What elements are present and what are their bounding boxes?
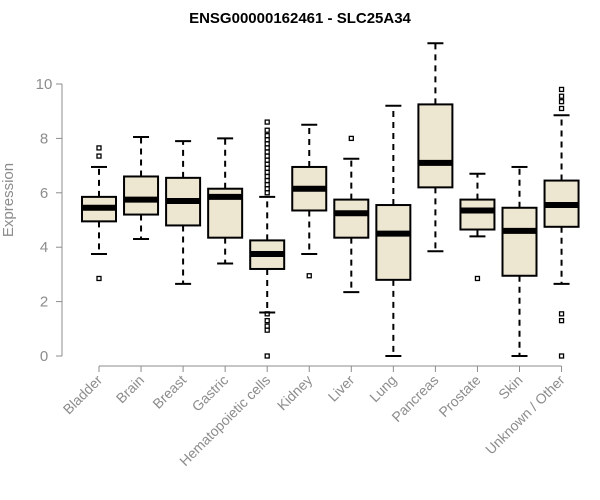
outlier-point <box>264 133 270 139</box>
outlier-point <box>96 153 102 159</box>
x-tick-label: Pancreas <box>388 372 441 425</box>
box-prostate <box>459 172 496 282</box>
box-rect <box>333 198 370 239</box>
y-tick-label: 4 <box>40 239 48 256</box>
x-tick-label: Brain <box>113 372 147 406</box>
outlier-point <box>264 169 270 176</box>
outlier-point <box>264 149 270 155</box>
outlier-point <box>264 145 270 151</box>
box-bladder <box>81 145 117 282</box>
outlier-point <box>264 186 270 192</box>
box-skin <box>501 165 538 357</box>
outlier-point <box>264 181 270 188</box>
outlier-point <box>264 153 270 159</box>
y-axis: 0 2 4 6 8 10 <box>36 76 63 365</box>
outlier-point <box>264 353 270 359</box>
outlier-point <box>558 311 565 317</box>
box-rect <box>123 175 160 216</box>
outlier-point <box>264 311 270 317</box>
x-tick-label: Kidney <box>274 372 316 414</box>
outlier-point <box>264 177 270 184</box>
outlier-point <box>264 317 270 324</box>
outlier-point <box>264 137 270 143</box>
box-gastric <box>207 137 244 265</box>
box-pancreas <box>417 42 454 253</box>
outlier-point <box>264 323 270 329</box>
y-tick-label: 10 <box>36 76 53 93</box>
box-breast <box>165 140 202 285</box>
outlier-point <box>558 105 565 112</box>
box-rect <box>501 206 538 277</box>
box-liver <box>333 135 370 294</box>
outlier-point <box>264 119 270 125</box>
x-tick-label: Unknown / Other <box>482 372 568 458</box>
box-lung <box>375 104 412 357</box>
y-tick-label: 2 <box>40 294 48 311</box>
outlier-point <box>306 273 312 279</box>
x-tick-label: Skin <box>495 372 526 403</box>
outlier-point <box>474 275 481 282</box>
box-rect <box>459 198 496 231</box>
box-rect <box>375 204 412 281</box>
outlier-point <box>264 127 270 133</box>
outlier-point <box>264 157 270 163</box>
x-tick-label: Prostate <box>435 372 483 420</box>
y-tick-label: 8 <box>40 130 48 147</box>
x-tick-label: Breast <box>149 372 189 412</box>
y-tick-label: 0 <box>40 348 48 365</box>
outlier-point <box>264 173 270 180</box>
outlier-point <box>264 161 270 167</box>
outlier-point <box>264 327 270 333</box>
outlier-point <box>264 141 270 147</box>
x-tick-label: Bladder <box>60 372 106 418</box>
box-brain <box>123 136 160 241</box>
chart-title: ENSG00000162461 - SLC25A34 <box>189 10 411 27</box>
box-rect <box>417 103 454 189</box>
x-tick-label: Lung <box>366 372 399 405</box>
y-axis-label: Expression <box>0 163 17 237</box>
outlier-point <box>558 353 565 359</box>
outlier-point <box>264 165 270 171</box>
y-tick-label: 6 <box>40 185 48 202</box>
box-unknown-other <box>543 86 580 359</box>
outlier-point <box>96 145 102 151</box>
outlier-point <box>558 99 565 105</box>
box-hematopoietic-cells <box>249 119 286 359</box>
outlier-point <box>558 93 565 99</box>
outlier-point <box>348 135 354 142</box>
boxes-group <box>81 42 580 359</box>
outlier-point <box>558 86 565 93</box>
outlier-point <box>96 275 102 282</box>
box-kidney <box>291 123 328 279</box>
x-tick-label: Liver <box>325 372 358 405</box>
outlier-point <box>264 190 270 196</box>
outlier-point <box>558 317 565 324</box>
